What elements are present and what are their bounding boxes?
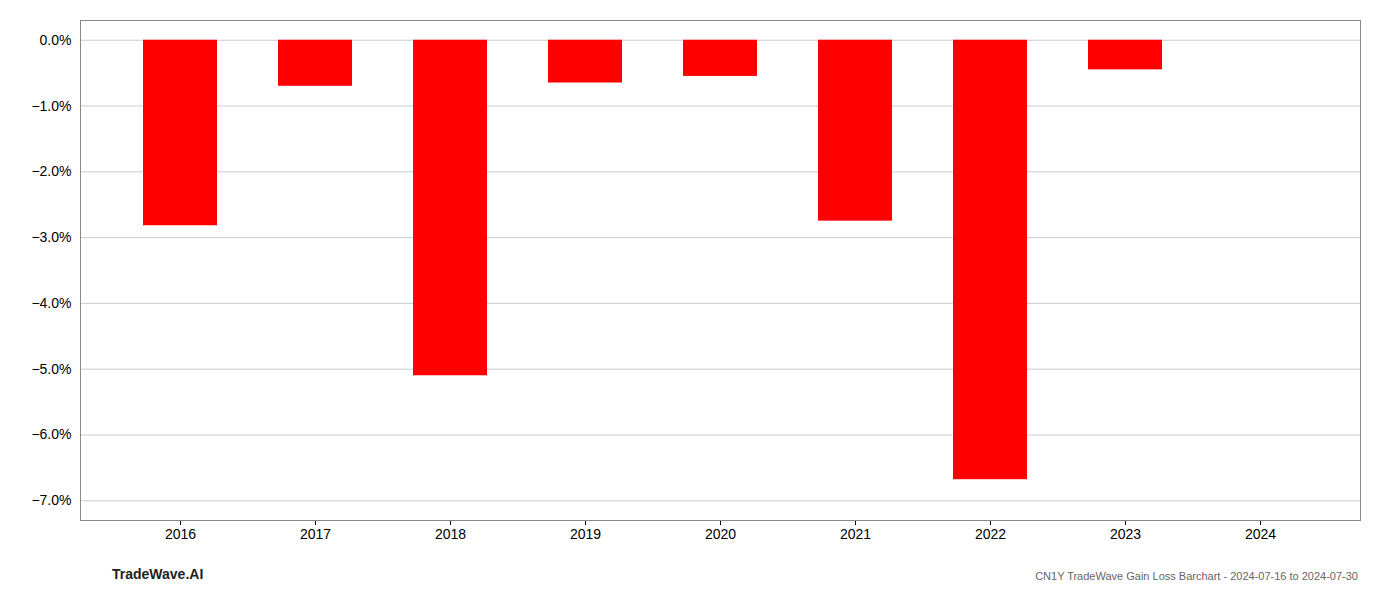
html-text:CN1Y TradeWave Gain Loss Barch: CN1Y TradeWave Gain Loss Barchart - 2024… [1035, 570, 1358, 582]
svg-text:−1.0%: −1.0% [31, 98, 71, 114]
svg-text:2023: 2023 [1110, 526, 1141, 542]
svg-text:−6.0%: −6.0% [31, 426, 71, 442]
svg-text:−4.0%: −4.0% [31, 295, 71, 311]
svg-text:0.0%: 0.0% [40, 32, 72, 48]
svg-text:2017: 2017 [300, 526, 331, 542]
svg-text:2016: 2016 [165, 526, 196, 542]
svg-text:−7.0%: −7.0% [31, 492, 71, 508]
svg-text:2022: 2022 [975, 526, 1006, 542]
svg-text:2018: 2018 [435, 526, 466, 542]
svg-text:−3.0%: −3.0% [31, 229, 71, 245]
svg-text:2020: 2020 [705, 526, 736, 542]
svg-text:−2.0%: −2.0% [31, 163, 71, 179]
svg-text:2019: 2019 [570, 526, 601, 542]
html-text:TradeWave.AI: TradeWave.AI [112, 566, 204, 582]
svg-text:2021: 2021 [840, 526, 871, 542]
svg-text:2024: 2024 [1245, 526, 1276, 542]
svg-text:−5.0%: −5.0% [31, 361, 71, 377]
